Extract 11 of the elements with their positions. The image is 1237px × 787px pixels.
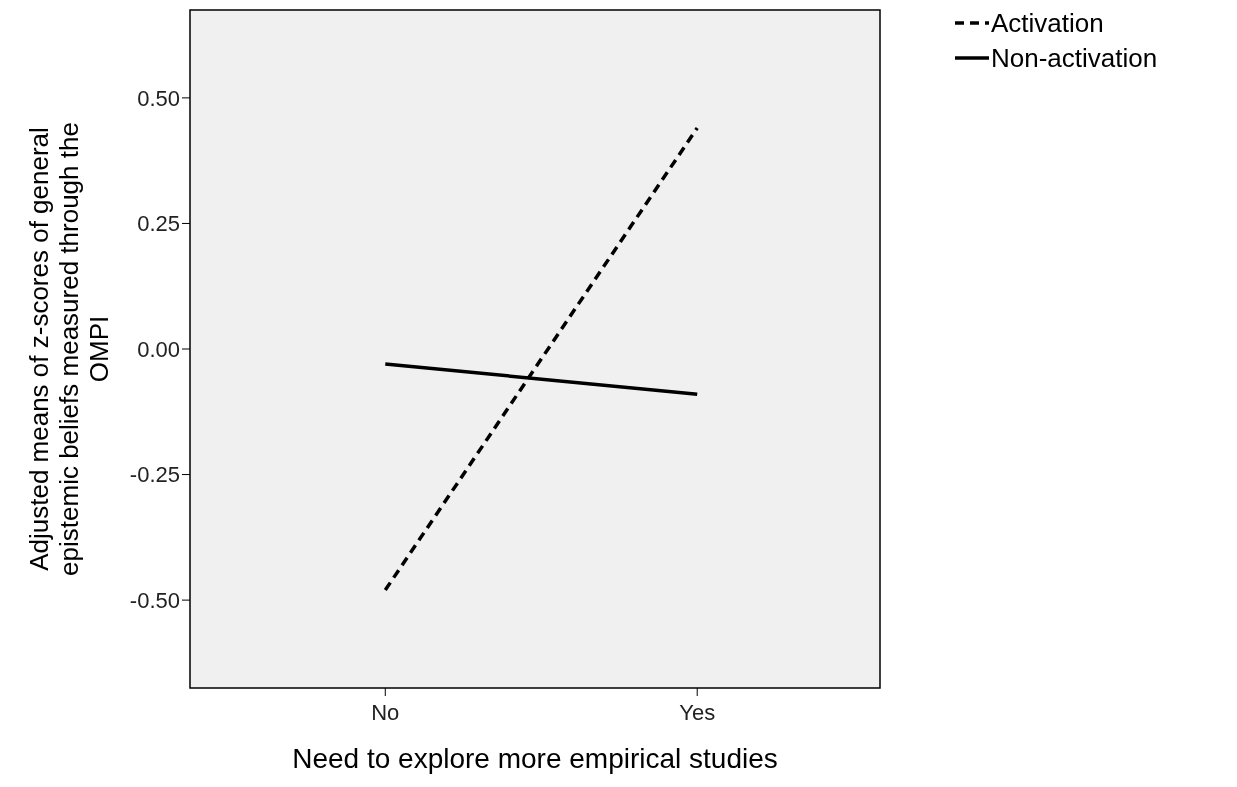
y-tick-label: 0.25 xyxy=(137,211,180,237)
legend-label: Activation xyxy=(991,8,1104,39)
y-tick-label: 0.50 xyxy=(137,85,180,111)
y-tick-label: -0.25 xyxy=(129,462,180,488)
y-tick-label: -0.50 xyxy=(129,587,180,613)
x-axis-title: Need to explore more empirical studies xyxy=(292,743,778,774)
y-tick-label: 0.00 xyxy=(137,336,180,362)
x-tick-label: No xyxy=(371,700,400,725)
x-tick-label: Yes xyxy=(679,700,716,725)
legend-label: Non-activation xyxy=(991,43,1158,74)
y-axis-title: Adjusted means of z-scores of general epistemic beliefs measured through the OMPI xyxy=(24,122,114,576)
